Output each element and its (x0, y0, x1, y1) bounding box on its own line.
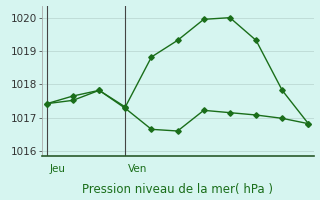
Text: Pression niveau de la mer( hPa ): Pression niveau de la mer( hPa ) (82, 183, 273, 196)
Text: Jeu: Jeu (50, 164, 66, 174)
Text: Ven: Ven (128, 164, 147, 174)
